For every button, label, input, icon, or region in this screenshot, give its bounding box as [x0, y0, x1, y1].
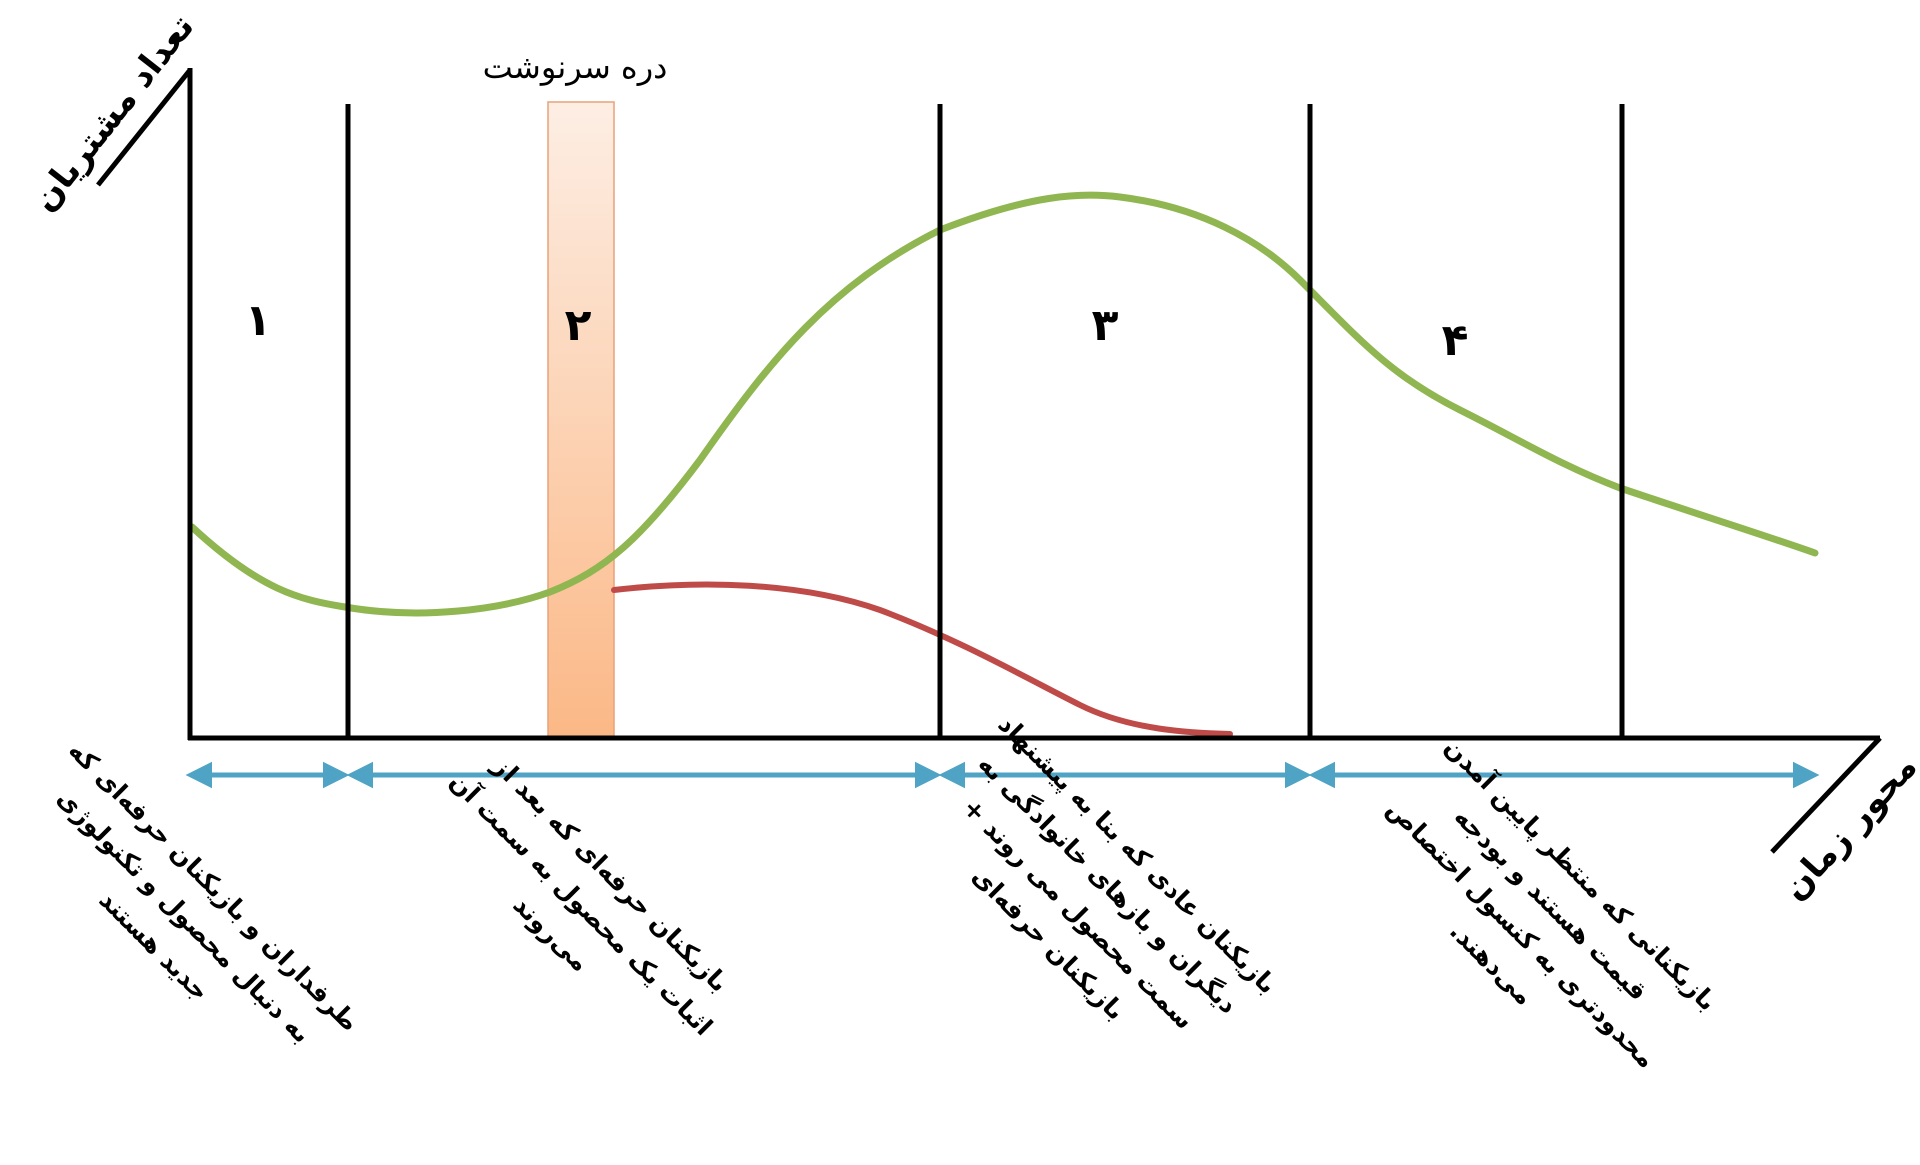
y-axis-label: تعداد مشتریان — [24, 7, 202, 219]
phase-2-arrow — [346, 761, 942, 789]
phase-4-arrow — [1308, 761, 1820, 789]
description-line: دیگران و بازهای خانوادگی به — [972, 749, 1243, 1020]
phase-number-3: ۳ — [1092, 300, 1119, 351]
phase-arrows — [185, 761, 1820, 789]
description-line: سمت محصول می روند + — [956, 793, 1199, 1036]
chasm-label: دره سرنوشت — [483, 48, 668, 86]
chasm-bar — [547, 101, 615, 739]
adoption-curve — [188, 191, 1819, 617]
description-line: به دنبال محصول و تکنولوژی — [51, 783, 317, 1049]
description-line: اثبات یک محصول به سمت آن — [443, 766, 719, 1042]
phase-1-arrow — [185, 761, 350, 789]
y-axis-tick — [96, 68, 192, 187]
phase-number-4: ۴ — [1442, 315, 1469, 366]
x-axis-tick — [1770, 736, 1882, 854]
phase-3-arrow — [938, 761, 1312, 789]
description-line: طرفداران و بازیکنان حرفه‌ای که — [62, 736, 364, 1038]
phase-4-description: بازیکنانی که منتظر پایین آمدن قیمت هستند… — [1381, 732, 1724, 1075]
phase-number-2: ۲ — [565, 300, 592, 351]
phase-number-1: ۱ — [245, 295, 272, 346]
phase-1-description: طرفداران و بازیکنان حرفه‌ای که به دنبال … — [51, 736, 365, 1050]
description-line: بازیکنان حرفه‌ای که بعد از — [485, 749, 734, 998]
phase-2-description: بازیکنان حرفه‌ای که بعد از اثبات یک محصو… — [443, 749, 734, 1042]
description-line: محدودتری به کنسول اختصاص — [1381, 794, 1662, 1075]
professional-players-curve — [611, 581, 1233, 737]
